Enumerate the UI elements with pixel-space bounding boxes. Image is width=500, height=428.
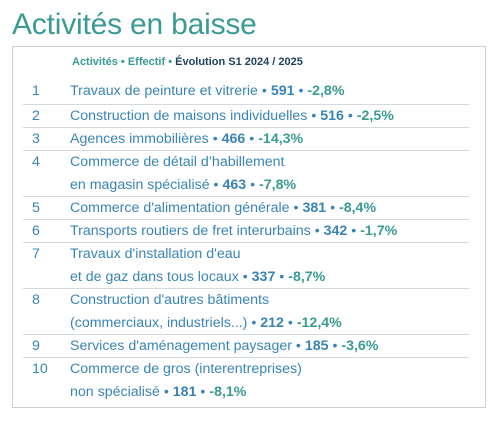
activity-label-continued: en magasin spécialisé — [70, 177, 210, 193]
legend-separator: • — [120, 56, 125, 68]
separator: • — [287, 315, 293, 331]
separator: • — [293, 200, 299, 216]
separator: • — [200, 384, 206, 400]
evolution-value: -12,4% — [296, 315, 342, 331]
rank-number: 1 — [32, 83, 40, 99]
effectif-value: 463 — [222, 177, 247, 193]
rank-number: 9 — [32, 338, 40, 354]
effectif-value: 591 — [270, 83, 295, 99]
activity-label: Travaux d'installation d'eau — [70, 246, 241, 262]
ranking-card: Activités • Effectif • Évolution S1 2024… — [12, 46, 486, 408]
list-item: 6 Transports routiers de fret interurbai… — [23, 220, 469, 243]
separator: • — [295, 338, 301, 354]
list-item: 2 Construction de maisons individuelles … — [23, 105, 469, 128]
legend-activites: Activités — [72, 56, 118, 68]
separator: • — [311, 108, 317, 124]
effectif-value: 212 — [260, 315, 284, 331]
activity-label: Services d'aménagement paysager — [70, 338, 292, 354]
activity-label-continued: non spécialisé — [70, 384, 160, 400]
separator: • — [213, 177, 219, 193]
separator: • — [242, 269, 248, 285]
legend-evolution: Évolution S1 2024 / 2025 — [175, 56, 303, 68]
list-item: 10 Commerce de gros (interentreprises) n… — [23, 358, 469, 404]
effectif-value: 342 — [323, 223, 348, 239]
separator: • — [261, 83, 267, 99]
effectif-value: 381 — [302, 200, 327, 216]
activity-label: Transports routiers de fret interurbains — [70, 223, 311, 239]
rank-number: 4 — [32, 154, 40, 170]
activity-label: Commerce d'alimentation générale — [70, 200, 290, 216]
list-item: 3 Agences immobilières • 466 • -14,3% — [23, 128, 469, 151]
activity-label: Commerce de détail d’habillement — [70, 154, 285, 170]
separator: • — [163, 384, 169, 400]
effectif-value: 466 — [221, 131, 246, 147]
activity-label: Travaux de peinture et vitrerie — [70, 83, 258, 99]
evolution-value: -8,7% — [288, 269, 326, 285]
rank-number: 3 — [32, 131, 40, 147]
list-item: 7 Travaux d'installation d'eau et de gaz… — [23, 243, 469, 289]
evolution-value: -8,4% — [339, 200, 377, 216]
separator: • — [332, 338, 338, 354]
page-title: Activités en baisse — [12, 8, 257, 41]
activity-label: Agences immobilières — [70, 131, 209, 147]
evolution-value: -3,6% — [341, 338, 379, 354]
effectif-value: 185 — [304, 338, 329, 354]
separator: • — [330, 200, 336, 216]
separator: • — [212, 131, 218, 147]
activity-label-continued: (commerciaux, industriels...) — [70, 315, 248, 331]
separator: • — [250, 177, 256, 193]
evolution-value: -2,8% — [307, 83, 345, 99]
list-item: 8 Construction d'autres bâtiments (comme… — [23, 289, 469, 335]
activity-label: Construction d'autres bâtiments — [70, 292, 270, 308]
effectif-value: 181 — [172, 384, 197, 400]
legend-separator: • — [168, 56, 173, 68]
evolution-value: -14,3% — [258, 131, 304, 147]
rank-number: 6 — [32, 223, 40, 239]
evolution-value: -1,7% — [360, 223, 398, 239]
effectif-value: 337 — [251, 269, 276, 285]
separator: • — [351, 223, 357, 239]
evolution-value: -7,8% — [259, 177, 297, 193]
rank-number: 2 — [32, 108, 40, 124]
legend-effectif: Effectif — [127, 56, 166, 68]
list-item: 4 Commerce de détail d’habillement en ma… — [23, 151, 469, 197]
rank-number: 10 — [32, 361, 48, 377]
separator: • — [314, 223, 320, 239]
separator: • — [251, 315, 257, 331]
rank-number: 8 — [32, 292, 40, 308]
list-item: 5 Commerce d'alimentation générale • 381… — [23, 197, 469, 220]
separator: • — [347, 108, 353, 124]
activity-label: Commerce de gros (interentreprises) — [70, 361, 302, 377]
evolution-value: -8,1% — [209, 384, 247, 400]
list-item: 1 Travaux de peinture et vitrerie • 591 … — [23, 80, 469, 105]
effectif-value: 516 — [320, 108, 344, 124]
evolution-value: -2,5% — [356, 108, 394, 124]
separator: • — [249, 131, 255, 147]
separator: • — [279, 269, 285, 285]
list-item: 9 Services d'aménagement paysager • 185 … — [23, 335, 469, 358]
legend: Activités • Effectif • Évolution S1 2024… — [72, 55, 303, 69]
activity-label-continued: et de gaz dans tous locaux — [70, 269, 239, 285]
rank-number: 7 — [32, 246, 40, 262]
activity-label: Construction de maisons individuelles — [70, 108, 308, 124]
rank-number: 5 — [32, 200, 40, 216]
separator: • — [298, 83, 304, 99]
